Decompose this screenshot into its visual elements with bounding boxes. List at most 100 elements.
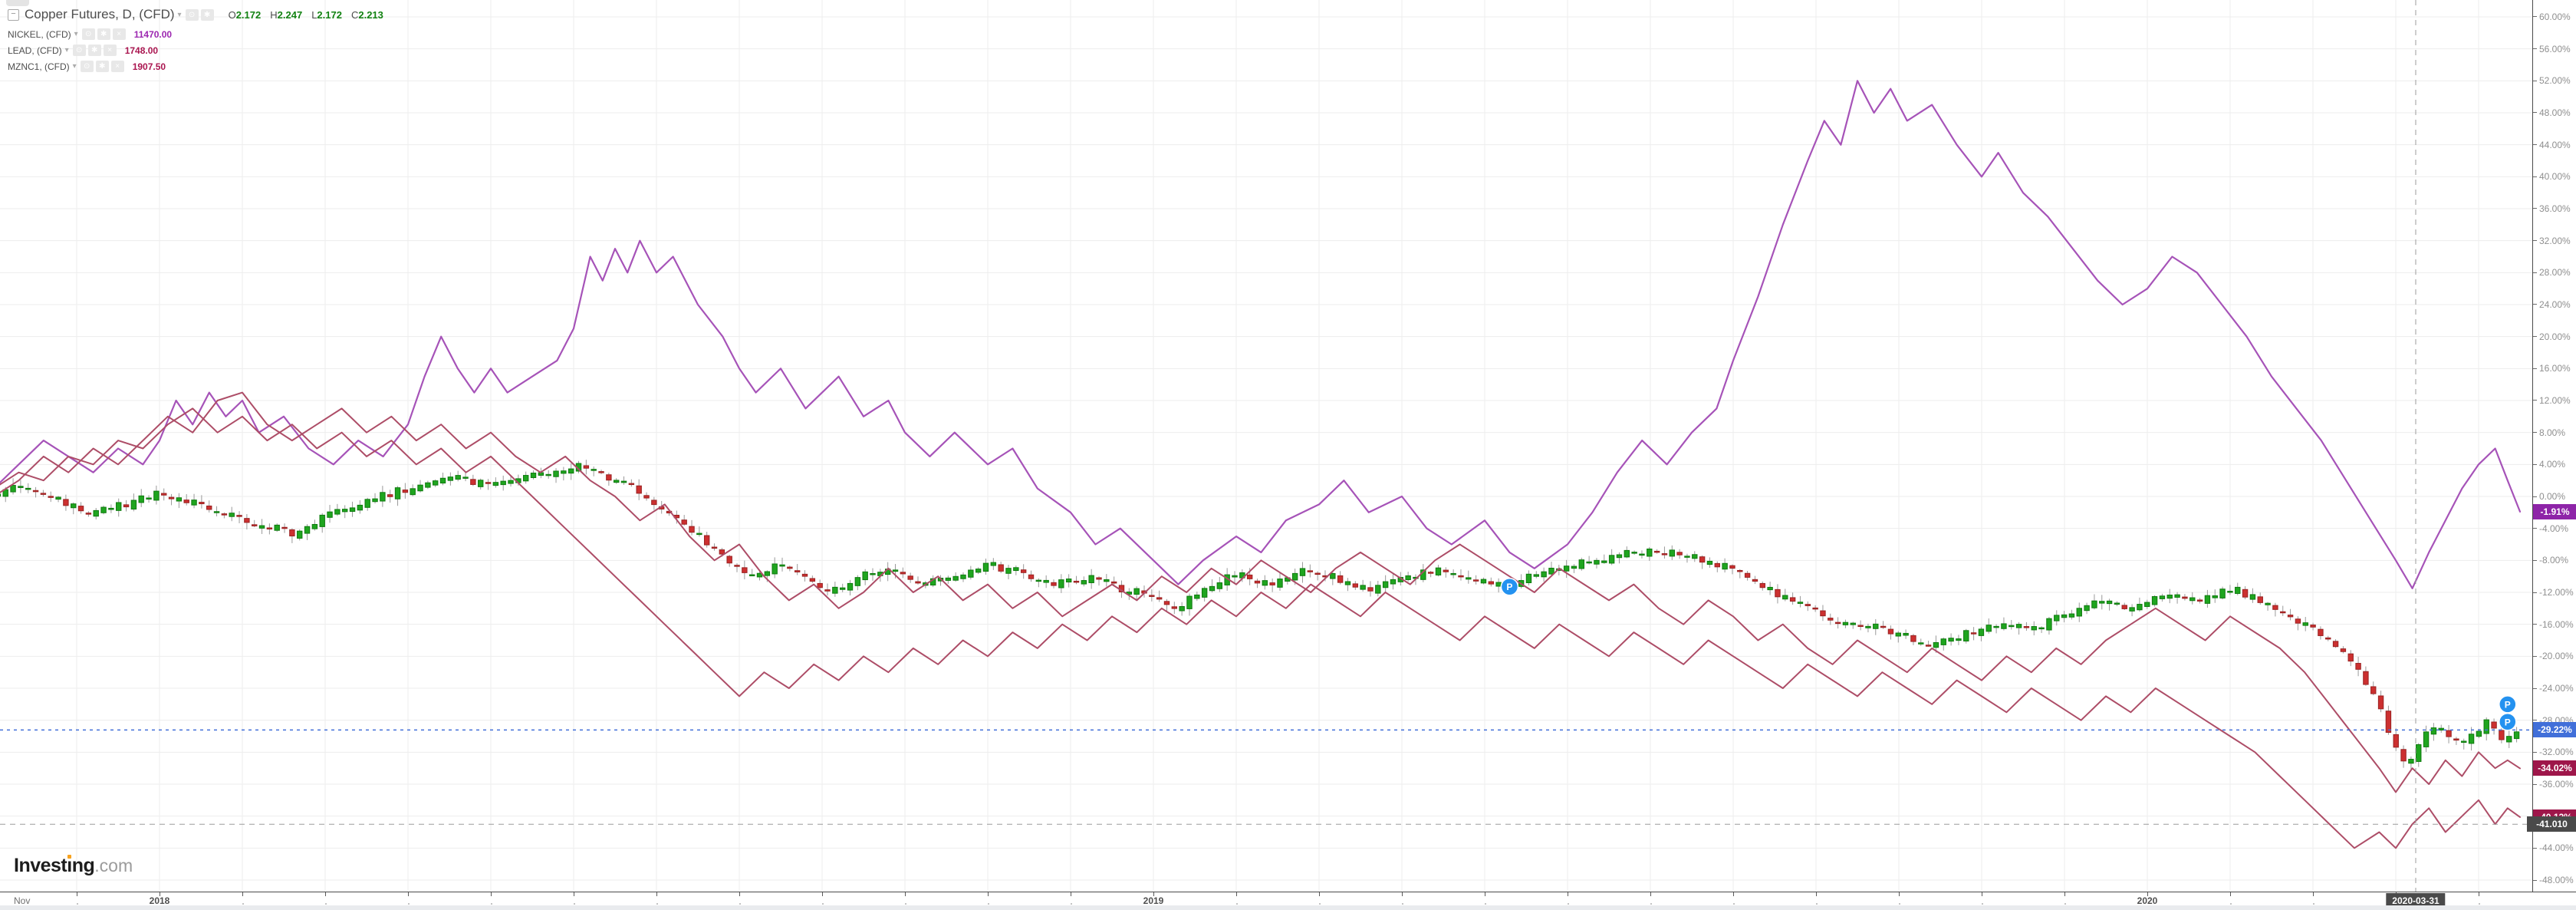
investing-logo[interactable]: Investı ng.com xyxy=(14,855,133,877)
month-dot xyxy=(242,903,244,905)
close-value: 2.213 xyxy=(358,8,383,21)
price-axis-label: -36.00% xyxy=(2539,779,2574,790)
remove-icon[interactable]: × xyxy=(112,28,126,40)
price-tick xyxy=(2533,592,2537,593)
price-axis-label: 36.00% xyxy=(2539,203,2571,214)
main-symbol-title[interactable]: Copper Futures, D, (CFD) xyxy=(25,7,175,21)
collapsed-toolbar-tab[interactable] xyxy=(6,0,29,6)
month-dot xyxy=(1899,903,1900,905)
price-badge: -1.91% xyxy=(2533,503,2576,519)
settings-icon[interactable]: ✱ xyxy=(95,61,109,72)
remove-icon[interactable]: × xyxy=(110,61,124,72)
month-dot xyxy=(1402,903,1403,905)
time-axis-label: Nov xyxy=(14,895,31,906)
copper-candles xyxy=(0,460,2520,770)
month-dot xyxy=(77,903,78,905)
event-marker-P[interactable]: P xyxy=(2499,713,2517,731)
month-dot xyxy=(1071,903,1072,905)
chevron-down-icon[interactable]: ▾ xyxy=(177,10,182,19)
price-badge: -29.22% xyxy=(2533,722,2576,738)
price-tick xyxy=(2533,144,2537,145)
overlay-symbol[interactable]: NICKEL, (CFD) xyxy=(8,28,71,40)
legend-overlay-row-lead: LEAD, (CFD) ▾ ⊙ ✱ × 1748.00 xyxy=(8,42,383,58)
logo-accent-i: ı xyxy=(67,855,72,876)
price-tick xyxy=(2533,848,2537,849)
legend-overlay-row-nickel: NICKEL, (CFD) ▾ ⊙ ✱ × 11470.00 xyxy=(8,26,383,42)
time-tick xyxy=(1899,892,1900,896)
price-axis-label: 44.00% xyxy=(2539,139,2571,150)
price-badge: -34.02% xyxy=(2533,760,2576,776)
month-dot xyxy=(574,903,575,905)
time-axis-year-label: 2020 xyxy=(2137,895,2158,906)
price-axis-label: 20.00% xyxy=(2539,331,2571,342)
event-marker-P[interactable]: P xyxy=(1500,577,1519,596)
chevron-down-icon[interactable]: ▾ xyxy=(64,46,69,54)
time-tick xyxy=(491,892,492,896)
price-axis[interactable]: 60.00% 56.00% 52.00% 48.00% 44.00% 40.00% 36.0… xyxy=(2527,0,2576,892)
chevron-down-icon[interactable]: ▾ xyxy=(74,30,78,38)
price-axis-label: 0.00% xyxy=(2539,491,2566,502)
price-tick xyxy=(2533,208,2537,209)
month-dot xyxy=(408,903,410,905)
price-axis-label: -32.00% xyxy=(2539,747,2574,758)
ohlc-values: O2.172 H2.247 L2.172 C2.213 xyxy=(229,9,383,21)
crosshair-price-badge: -41.010 xyxy=(2527,816,2576,833)
month-dot xyxy=(988,903,989,905)
low-label: L xyxy=(311,8,317,21)
month-dot xyxy=(325,903,327,905)
time-tick xyxy=(2147,892,2148,896)
visibility-icon[interactable]: ⊙ xyxy=(185,8,199,21)
low-value: 2.172 xyxy=(317,8,342,21)
gridlines xyxy=(0,0,2532,892)
visibility-icon[interactable]: ⊙ xyxy=(80,61,94,72)
price-axis-label: -20.00% xyxy=(2539,651,2574,662)
month-dot xyxy=(1982,903,1983,905)
price-tick xyxy=(2533,400,2537,401)
price-axis-label: -44.00% xyxy=(2539,842,2574,854)
logo-text: Invest xyxy=(14,855,67,876)
price-tick xyxy=(2533,16,2537,17)
chevron-down-icon[interactable]: ▾ xyxy=(72,62,77,71)
settings-icon[interactable]: ✱ xyxy=(97,28,110,40)
time-tick xyxy=(242,892,243,896)
legend-overlay-row-mznc1: MZNC1, (CFD) ▾ ⊙ ✱ × 1907.50 xyxy=(8,58,383,74)
logo-text-2: ng xyxy=(71,855,95,876)
time-axis-year-label: 2019 xyxy=(1143,895,1164,906)
month-dot xyxy=(2230,903,2232,905)
overlay-symbol[interactable]: MZNC1, (CFD) xyxy=(8,61,70,72)
month-dot xyxy=(2479,903,2480,905)
collapse-icon[interactable]: − xyxy=(8,8,19,21)
time-tick xyxy=(1733,892,1734,896)
price-tick xyxy=(2533,496,2537,497)
price-tick xyxy=(2533,112,2537,113)
visibility-icon[interactable]: ⊙ xyxy=(72,45,86,56)
price-tick xyxy=(2533,336,2537,337)
month-dot xyxy=(905,903,906,905)
line-series-mznc1 xyxy=(0,407,2521,849)
price-axis-label: -48.00% xyxy=(2539,875,2574,885)
visibility-icon[interactable]: ⊙ xyxy=(81,28,95,40)
event-marker-P[interactable]: P xyxy=(2499,695,2517,714)
overlay-value: 1907.50 xyxy=(132,61,166,72)
time-tick xyxy=(2313,892,2314,896)
month-dot xyxy=(1568,903,1569,905)
line-series-lead xyxy=(0,391,2521,793)
month-dot xyxy=(1650,903,1652,905)
legend: − Copper Futures, D, (CFD) ▾ ⊙ ✱ O2.172 … xyxy=(8,5,383,74)
time-tick xyxy=(408,892,409,896)
price-axis-label: 8.00% xyxy=(2539,427,2566,438)
price-tick xyxy=(2533,240,2537,241)
price-axis-label: 48.00% xyxy=(2539,107,2571,118)
time-tick xyxy=(2230,892,2231,896)
svg-text:P: P xyxy=(1506,582,1512,592)
settings-icon[interactable]: ✱ xyxy=(200,8,214,21)
overlay-symbol[interactable]: LEAD, (CFD) xyxy=(8,45,62,56)
price-tick xyxy=(2533,656,2537,657)
time-tick xyxy=(1236,892,1237,896)
settings-icon[interactable]: ✱ xyxy=(87,45,101,56)
month-dot xyxy=(1733,903,1735,905)
remove-icon[interactable]: × xyxy=(103,45,117,56)
price-tick xyxy=(2533,464,2537,465)
